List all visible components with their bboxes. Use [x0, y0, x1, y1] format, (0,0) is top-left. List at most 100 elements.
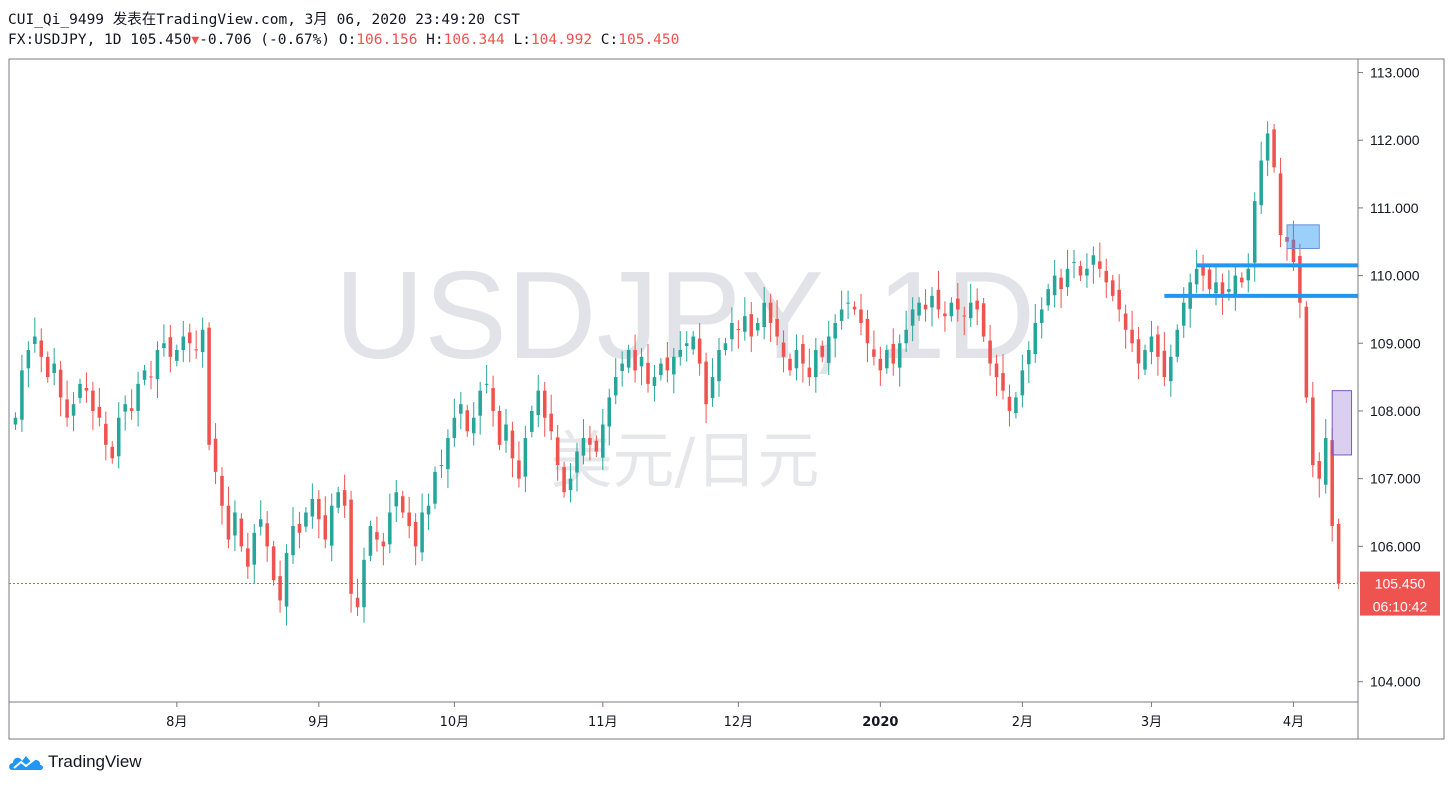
candle-body [717, 350, 721, 382]
tradingview-logo[interactable]: TradingView [8, 752, 142, 772]
time-axis[interactable] [8, 701, 1359, 740]
candle-body [1265, 133, 1270, 161]
candle-body [672, 356, 676, 375]
candle-body [1156, 334, 1160, 357]
candle-body [762, 302, 766, 328]
candles [13, 121, 1341, 626]
candle-body [646, 362, 650, 384]
candle-body [1214, 282, 1218, 294]
candle-body [368, 526, 373, 556]
candle-body [923, 304, 928, 310]
candle-body [917, 302, 921, 316]
brand-name: TradingView [48, 752, 142, 771]
candle-body [910, 309, 915, 326]
candle-body [697, 338, 702, 364]
candle-body [349, 499, 353, 594]
candle-body [13, 417, 18, 425]
candle-body [936, 289, 941, 310]
candle-body [833, 322, 837, 339]
candle-body [1110, 280, 1115, 296]
x-axis-labels: 8月 9月 10月 11月 12月 2020 2月 3月 4月 [166, 702, 1304, 730]
candle-body [491, 387, 495, 411]
y-tick-label: 113.000 [1370, 65, 1420, 81]
candle-body [1020, 370, 1025, 396]
candle-body [413, 521, 418, 547]
candle-body [665, 357, 670, 371]
low-label: L: [513, 32, 531, 48]
candle-body [129, 408, 134, 411]
candle-body [943, 313, 947, 317]
candle-body [1311, 397, 1315, 466]
candle-body [781, 342, 786, 357]
candle-body [1091, 255, 1096, 265]
x-tick-label: 11月 [588, 715, 618, 730]
candle-body [878, 358, 883, 371]
candle-body [284, 553, 289, 607]
candle-body [187, 332, 192, 344]
candle-body [1065, 268, 1070, 288]
highlight-box [1286, 224, 1320, 250]
candle-body [1033, 322, 1038, 355]
candle-body [33, 336, 37, 344]
candle-body [136, 383, 140, 411]
candle-body [930, 295, 934, 308]
candle-body [704, 361, 708, 405]
candle-body [291, 526, 295, 556]
x-tick-label: 3月 [1141, 715, 1162, 730]
candle-body [1201, 266, 1205, 276]
candle-body [542, 390, 547, 418]
candle-body [581, 438, 586, 456]
candle-body [601, 424, 605, 458]
candle-body [691, 336, 695, 350]
candle-body [194, 349, 198, 351]
candle-body [1246, 268, 1251, 281]
candle-body [755, 322, 760, 331]
close-value: 105.450 [618, 32, 680, 48]
candle-body [97, 406, 102, 418]
candle-body [891, 343, 896, 364]
y-tick-label: 108.000 [1370, 403, 1421, 419]
candle-body [400, 496, 405, 513]
candle-body [78, 383, 82, 399]
candle-body [1194, 268, 1199, 285]
candle-body [575, 451, 579, 473]
watermark: USDJPY, 1D 美元/日元 [335, 247, 1036, 497]
candle-body [342, 490, 347, 506]
open-label: O: [338, 32, 357, 48]
candle-body [1207, 269, 1212, 290]
candle-body [1098, 261, 1102, 269]
candle-body [1162, 350, 1167, 378]
candle-body [1149, 336, 1154, 353]
watermark-pair: 美元/日元 [551, 424, 820, 497]
price-axis[interactable] [1357, 58, 1445, 740]
candle-body [168, 337, 173, 357]
candle-body [659, 363, 663, 376]
candle-body [1220, 282, 1225, 296]
candle-body [620, 363, 624, 372]
candle-body [1052, 275, 1057, 296]
candle-body [497, 410, 502, 445]
candle-body [1304, 306, 1309, 398]
candle-body [375, 532, 379, 540]
candle-body [788, 358, 792, 371]
candle-body [981, 303, 986, 337]
candle-body [517, 460, 521, 479]
candle-body [562, 467, 566, 493]
candle-body [239, 518, 244, 547]
low-value: 104.992 [530, 32, 593, 48]
candle-body [200, 329, 205, 353]
candle-body [271, 546, 276, 581]
y-tick-label: 111.000 [1370, 200, 1419, 216]
candle-body [45, 356, 50, 378]
high-value: 106.344 [443, 32, 505, 48]
candle-body [1252, 201, 1257, 263]
candle-body [220, 475, 224, 506]
candle-body [794, 350, 799, 369]
candle-body [426, 505, 431, 515]
candle-body [523, 438, 528, 477]
price-tag-value: 105.450 [1375, 576, 1426, 592]
drawings[interactable] [1164, 224, 1358, 456]
candle-body [1001, 373, 1005, 391]
candle-body [207, 327, 211, 445]
